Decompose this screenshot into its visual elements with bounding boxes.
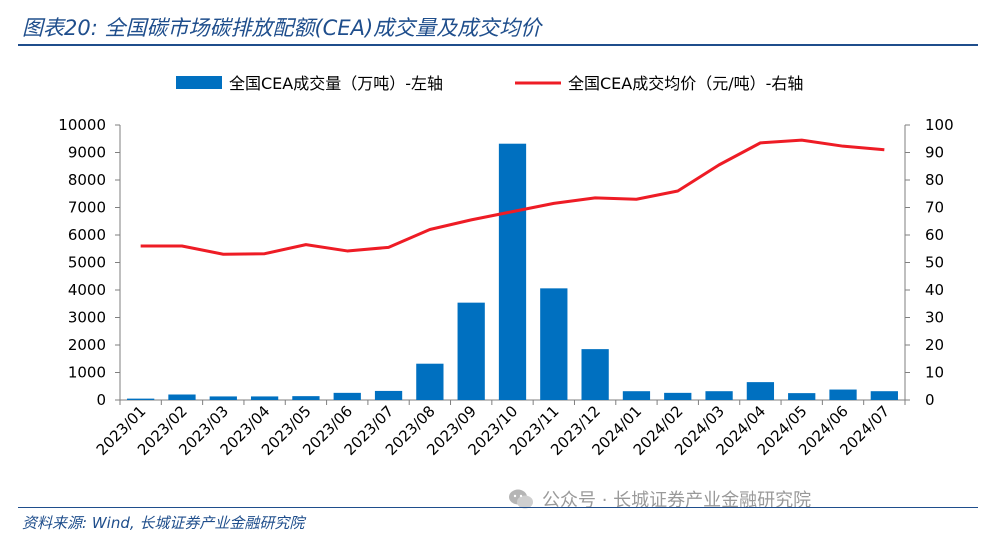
volume-bar (622, 391, 651, 400)
left-tick-label: 0 (96, 391, 106, 409)
volume-bar (829, 389, 857, 400)
volume-bar (705, 391, 733, 400)
volume-bar (498, 143, 527, 400)
legend-line-label: 全国CEA成交均价（元/吨）-右轴 (568, 74, 803, 93)
volume-bar (457, 302, 485, 400)
left-tick-label: 10000 (58, 116, 106, 134)
right-tick-label: 10 (925, 364, 944, 382)
volume-bar (788, 393, 816, 400)
legend-bar-swatch (176, 76, 222, 89)
footer-divider (18, 507, 978, 508)
source-note: 资料来源: Wind, 长城证券产业金融研究院 (22, 514, 305, 532)
title-divider (18, 44, 978, 46)
left-tick-label: 8000 (68, 171, 106, 189)
left-tick-label: 9000 (68, 144, 106, 162)
watermark-text: 公众号 · 长城证券产业金融研究院 (542, 490, 812, 511)
left-tick-label: 1000 (68, 364, 106, 382)
wechat-icon (509, 489, 533, 509)
legend-bar-label: 全国CEA成交量（万吨）-左轴 (229, 74, 443, 93)
right-tick-label: 40 (925, 281, 944, 299)
right-tick-label: 50 (925, 254, 944, 272)
volume-bar (581, 349, 609, 400)
chart-title: 图表20: 全国碳市场碳排放配额(CEA)成交量及成交均价 (22, 16, 542, 40)
volume-bar (250, 396, 279, 400)
right-tick-label: 30 (925, 309, 944, 327)
right-tick-label: 100 (925, 116, 954, 134)
chart-canvas: 0100020003000400050006000700080009000100… (58, 74, 954, 459)
volume-bar (209, 396, 237, 400)
right-tick-label: 60 (925, 226, 944, 244)
right-tick-label: 90 (925, 144, 944, 162)
left-tick-label: 4000 (68, 281, 106, 299)
volume-bar (127, 398, 155, 400)
left-tick-label: 3000 (68, 309, 106, 327)
volume-bar (540, 288, 568, 400)
volume-bar (870, 391, 898, 400)
right-tick-label: 80 (925, 171, 944, 189)
volume-bar (374, 390, 403, 400)
price-line (140, 138, 885, 256)
right-tick-label: 70 (925, 199, 944, 217)
volume-bar (416, 363, 444, 400)
volume-bar (664, 392, 692, 400)
volume-bar (292, 396, 320, 400)
left-tick-label: 7000 (68, 199, 106, 217)
volume-bar (333, 392, 361, 400)
watermark: 公众号 · 长城证券产业金融研究院 (508, 486, 811, 512)
volume-bar (168, 394, 196, 400)
left-tick-label: 6000 (68, 226, 106, 244)
right-tick-label: 0 (925, 391, 935, 409)
right-tick-label: 20 (925, 336, 944, 354)
left-tick-label: 2000 (68, 336, 106, 354)
left-tick-label: 5000 (68, 254, 106, 272)
volume-bar (746, 382, 775, 400)
